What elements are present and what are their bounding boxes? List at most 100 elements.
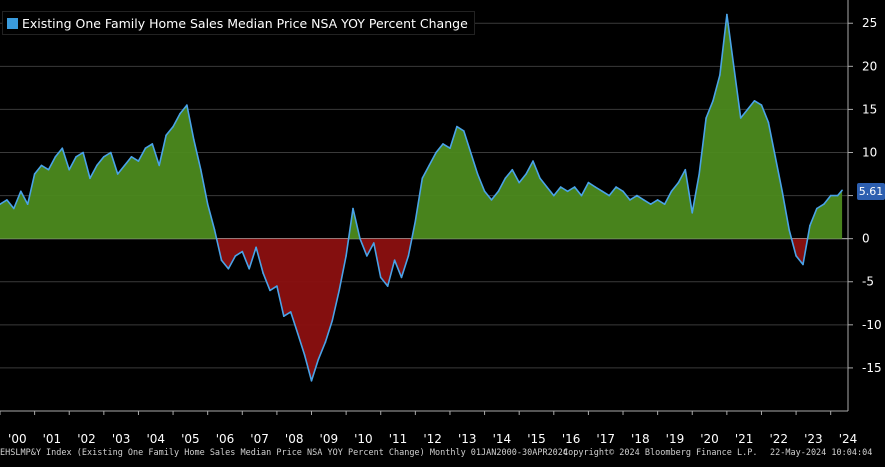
x-tick-label: '21 [735,432,754,446]
data-point [781,190,783,193]
data-point [116,173,119,175]
data-point [841,189,843,192]
data-point [137,160,140,162]
data-point [89,177,91,180]
data-point [269,289,271,292]
legend: Existing One Family Home Sales Median Pr… [2,11,475,35]
data-point [719,74,721,76]
data-point [733,65,735,68]
x-tick-label: '11 [389,432,408,446]
y-tick-label: 15 [862,102,877,116]
data-point [310,380,313,382]
x-tick-label: '05 [181,432,200,446]
data-point [283,315,285,318]
data-point [366,255,368,257]
data-point [130,156,133,158]
last-value-badge: 5.61 [857,183,885,200]
data-point [836,194,839,197]
data-point [469,151,472,154]
axis-layer: 2520151050-5-10-15'00'01'02'03'04'05'06'… [0,0,882,446]
data-point [200,168,202,171]
data-point [0,203,1,205]
data-point [712,100,714,102]
data-point [68,168,70,171]
x-tick-label: '14 [493,432,512,446]
data-point [636,194,638,197]
data-point [400,276,403,279]
data-point [303,354,306,356]
positive-area-fill [348,208,360,239]
data-point [463,130,465,132]
data-point [386,285,389,287]
data-point [518,181,520,184]
data-point [539,177,541,180]
x-tick-label: '12 [423,432,442,446]
data-point [220,259,223,262]
x-tick-label: '08 [285,432,304,446]
data-point [158,164,160,167]
data-point [331,319,334,322]
x-tick-label: '13 [458,432,477,446]
data-point [248,268,250,270]
y-tick-label: 10 [862,145,877,159]
data-point [324,341,327,343]
data-point [393,259,396,262]
x-tick-label: '07 [250,432,269,446]
data-point [753,100,756,102]
data-point [414,220,417,223]
data-point [649,203,652,205]
x-tick-label: '18 [631,432,650,446]
line-layer [0,13,843,382]
y-tick-label: 0 [862,232,870,246]
data-point [186,104,188,106]
data-point [227,268,230,270]
data-point [504,177,507,180]
data-point [449,147,451,149]
data-point [421,177,424,180]
data-point [276,285,278,287]
data-point [345,255,347,257]
data-point [13,207,15,210]
data-point [684,168,687,171]
data-point [206,203,209,205]
data-point [103,156,105,158]
y-tick-label: 25 [862,16,877,30]
data-point [746,108,749,111]
data-point [774,156,777,158]
data-point [670,190,673,193]
data-point [144,147,147,149]
data-point [75,156,77,158]
data-point [193,138,195,141]
x-tick-label: '09 [320,432,339,446]
legend-label: Existing One Family Home Sales Median Pr… [22,15,468,31]
data-point [96,164,98,167]
data-point [172,125,174,128]
data-point [580,194,583,197]
data-point [608,194,610,197]
data-point [559,186,562,188]
x-tick-label: '03 [112,432,131,446]
data-point [428,164,431,167]
data-point [802,263,804,266]
data-point [33,173,36,175]
y-tick-label: -5 [862,275,874,289]
data-point [338,289,341,292]
data-point [553,194,555,197]
data-point [546,186,548,188]
data-point [40,164,43,167]
data-point [566,190,569,193]
positive-area-fill [0,105,217,239]
data-point [739,117,742,119]
y-tick-label: 20 [862,59,877,73]
data-point [809,224,811,227]
data-point [726,13,728,16]
data-point [352,207,354,210]
x-tick-label: '04 [146,432,165,446]
data-point [110,151,112,154]
data-point [490,199,493,201]
data-point [767,121,770,124]
data-point [435,151,437,154]
data-point [61,147,64,149]
x-tick-label: '01 [43,432,62,446]
data-point [54,156,57,158]
